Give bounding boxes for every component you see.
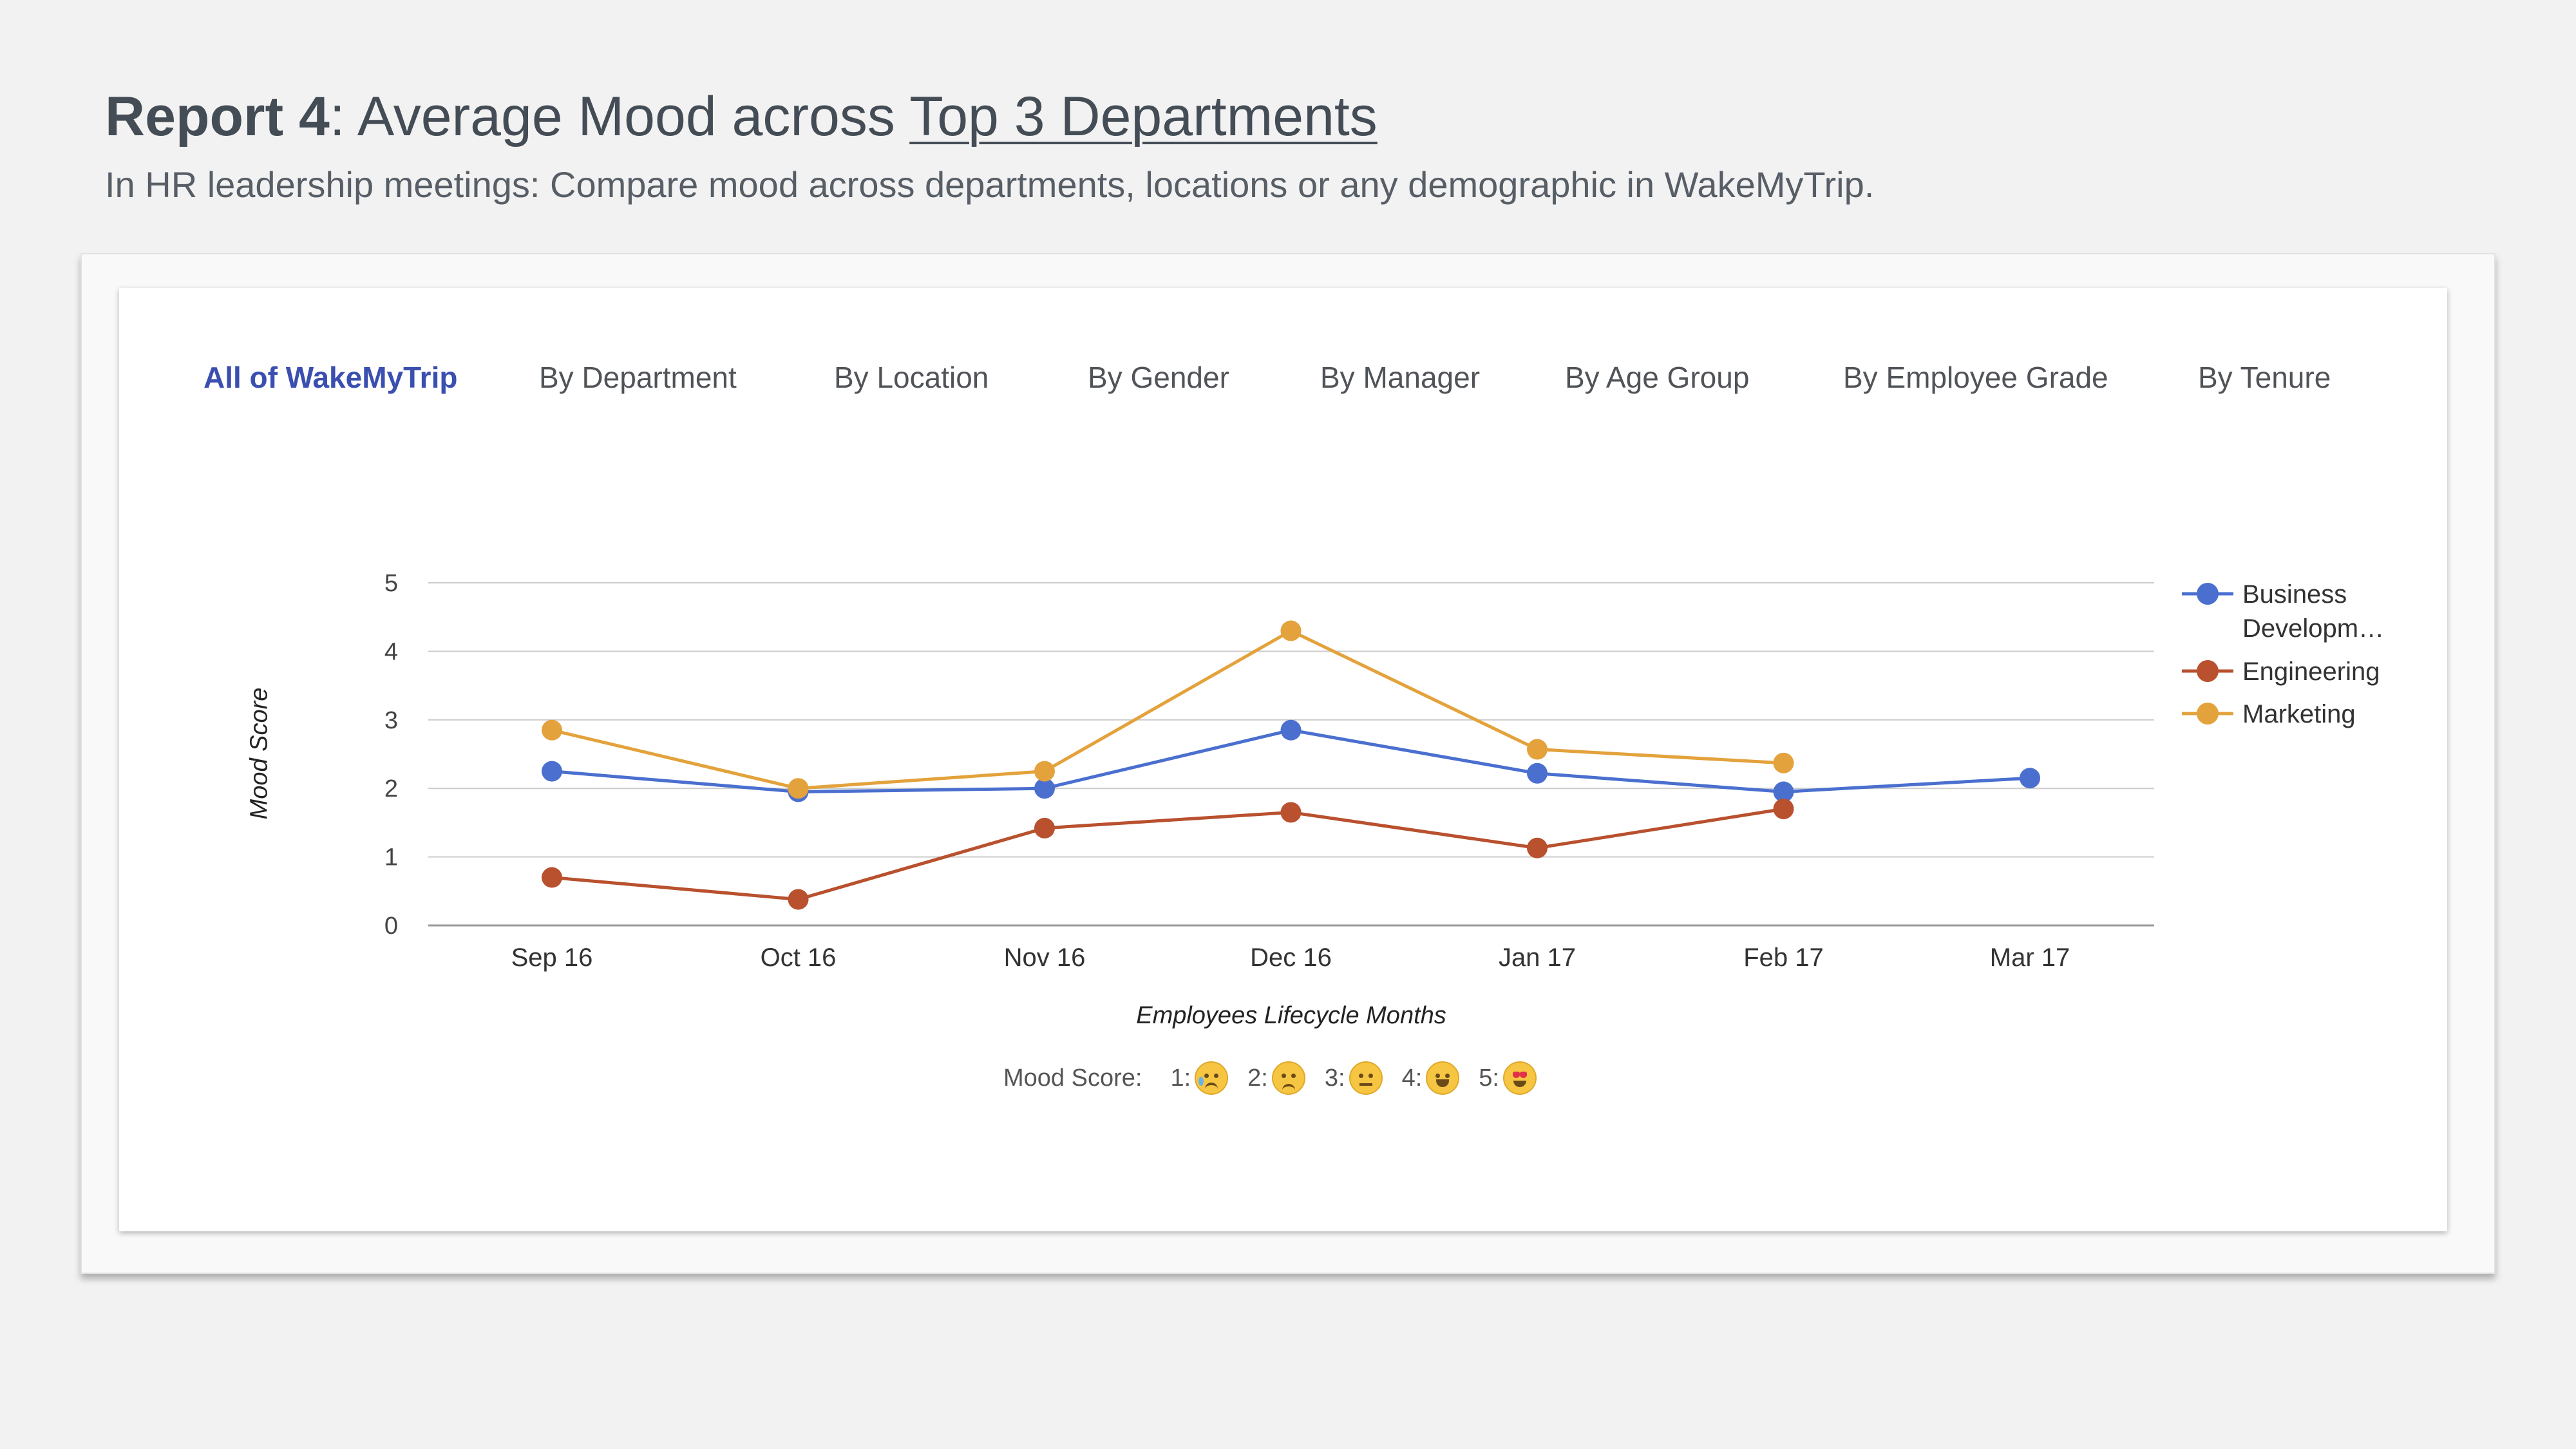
data-point [1773, 781, 1794, 802]
y-tick-label: 5 [384, 570, 398, 597]
data-point [1527, 762, 1548, 784]
legend-label: Business [2242, 580, 2347, 609]
data-point [788, 778, 809, 799]
legend-marker [2197, 703, 2219, 724]
tab-all-of-wakemytrip[interactable]: All of WakeMyTrip [204, 361, 458, 394]
x-axis-title: Employees Lifecycle Months [1136, 1002, 1446, 1029]
legend-marker [2197, 660, 2219, 682]
page-subtitle: In HR leadership meetings: Compare mood … [105, 164, 1875, 205]
grinning-face-icon [1426, 1061, 1460, 1095]
data-point [1280, 719, 1302, 741]
data-point [1034, 761, 1055, 782]
data-point [1527, 739, 1548, 760]
legend-label: Marketing [2242, 700, 2356, 728]
mood-key-3: 3: [1325, 1061, 1383, 1095]
mood-key-number: 2: [1247, 1064, 1268, 1092]
data-point [1527, 837, 1548, 858]
data-point [1773, 752, 1794, 773]
page-title: Report 4: Average Mood across Top 3 Depa… [105, 85, 1378, 149]
legend-marker [2197, 583, 2219, 605]
mood-key-number: 4: [1401, 1064, 1423, 1092]
series-line-2 [551, 629, 1784, 790]
x-tick-label: Dec 16 [1250, 943, 1332, 972]
tab-by-manager[interactable]: By Manager [1320, 361, 1481, 394]
mood-key-4: 4: [1402, 1061, 1460, 1095]
tab-by-department[interactable]: By Department [539, 361, 737, 394]
worried-face-icon [1271, 1061, 1305, 1095]
x-tick-label: Mar 17 [1990, 943, 2070, 972]
data-point [788, 889, 809, 910]
x-tick-label: Feb 17 [1743, 943, 1824, 972]
tab-by-tenure[interactable]: By Tenure [2198, 361, 2331, 394]
y-tick-label: 3 [384, 707, 398, 734]
y-tick-label: 0 [384, 913, 398, 940]
crying-face-icon [1195, 1061, 1229, 1095]
y-axis-title: Mood Score [245, 687, 273, 820]
series-line-1 [551, 807, 1784, 902]
title-text: : Average Mood across [329, 86, 910, 147]
mood-key-number: 3: [1324, 1064, 1345, 1092]
tab-by-age-group[interactable]: By Age Group [1565, 361, 1750, 394]
x-tick-label: Jan 17 [1499, 943, 1576, 972]
data-point [1280, 620, 1302, 641]
tab-by-gender[interactable]: By Gender [1088, 361, 1229, 394]
x-tick-label: Sep 16 [511, 943, 593, 972]
tab-by-location[interactable]: By Location [834, 361, 989, 394]
mood-key-number: 1: [1170, 1064, 1191, 1092]
data-point [542, 719, 562, 741]
heart-eyes-face-icon [1502, 1061, 1537, 1095]
mood-key-5: 5: [1479, 1061, 1537, 1095]
title-emphasis: Top 3 Departments [909, 86, 1378, 147]
data-point [1034, 817, 1055, 838]
data-point [542, 761, 562, 782]
x-tick-label: Oct 16 [761, 943, 837, 972]
legend-label: Engineering [2242, 658, 2380, 686]
mood-score-key-label: Mood Score: [1003, 1064, 1142, 1092]
y-tick-label: 2 [384, 775, 398, 802]
tab-by-employee-grade[interactable]: By Employee Grade [1843, 361, 2108, 394]
mood-score-key: Mood Score: 1: 2: 3: 4: 5: [1003, 1061, 1556, 1095]
neutral-face-icon [1349, 1061, 1383, 1095]
y-tick-label: 4 [384, 638, 398, 665]
y-tick-label: 1 [384, 844, 398, 871]
data-point [542, 867, 562, 888]
report-number: Report 4 [105, 86, 330, 147]
data-point [1773, 799, 1794, 820]
data-point [2020, 768, 2040, 789]
mood-key-number: 5: [1479, 1064, 1499, 1092]
data-point [1280, 802, 1302, 823]
mood-key-1: 1: [1170, 1061, 1229, 1095]
mood-key-2: 2: [1247, 1061, 1305, 1095]
data-point [1034, 778, 1055, 799]
legend-label: Developm… [2242, 614, 2384, 643]
x-tick-label: Nov 16 [1004, 943, 1086, 972]
